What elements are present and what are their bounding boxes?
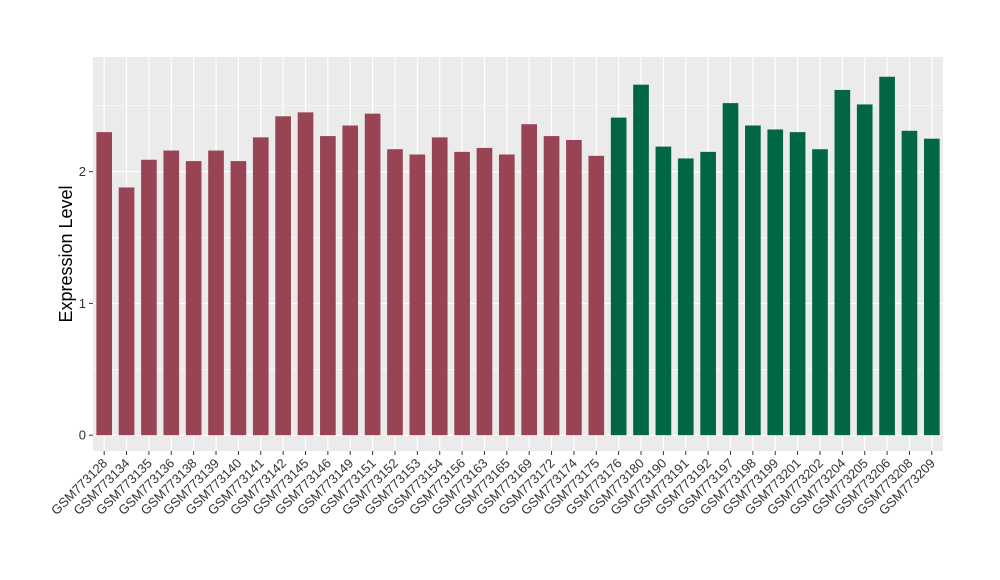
x-axis: GSM773128GSM773134GSM773135GSM773136GSM7…: [48, 451, 938, 518]
bar-GSM773180: [633, 84, 649, 436]
bar-GSM773135: [141, 159, 157, 436]
y-tick-label: 0: [79, 428, 86, 443]
bar-GSM773153: [409, 154, 426, 436]
bar-GSM773176: [610, 117, 627, 436]
bar-GSM773152: [387, 149, 403, 436]
bar-GSM773174: [566, 140, 582, 436]
bar-GSM773201: [789, 132, 806, 436]
bar-GSM773191: [677, 158, 694, 436]
bar-GSM773146: [320, 136, 336, 436]
y-axis: 0 1 2: [79, 164, 93, 443]
bar-GSM773140: [230, 161, 247, 436]
bar-GSM773206: [879, 76, 895, 436]
bar-GSM773190: [655, 146, 672, 436]
bar-GSM773199: [767, 129, 784, 436]
bar-GSM773139: [208, 150, 224, 436]
bar-GSM773151: [364, 113, 381, 436]
bar-GSM773154: [431, 137, 448, 436]
bar-GSM773163: [476, 147, 493, 436]
bar-GSM773172: [543, 136, 560, 436]
y-axis-title: Expression Level: [56, 185, 76, 322]
bar-GSM773197: [722, 103, 739, 436]
bar-GSM773142: [275, 116, 291, 436]
bar-GSM773145: [297, 112, 314, 436]
bar-GSM773202: [812, 149, 828, 436]
bar-GSM773175: [588, 155, 605, 436]
bar-GSM773208: [901, 130, 918, 436]
y-tick-label: 2: [79, 164, 86, 179]
bar-GSM773128: [96, 132, 113, 436]
bar-GSM773205: [856, 104, 873, 436]
bar-GSM773149: [342, 125, 359, 436]
bar-GSM773136: [163, 150, 180, 436]
bar-GSM773169: [521, 124, 538, 436]
bar-GSM773138: [185, 161, 202, 436]
bar-GSM773156: [454, 151, 470, 436]
bar-GSM773141: [252, 137, 269, 436]
y-tick-label: 1: [79, 296, 86, 311]
bar-GSM773204: [834, 89, 851, 436]
bar-GSM773165: [498, 154, 515, 436]
bar-GSM773198: [745, 125, 761, 436]
bar-GSM773192: [700, 151, 716, 436]
bar-GSM773209: [923, 138, 940, 436]
bars: [96, 76, 940, 436]
bar-GSM773134: [118, 187, 135, 436]
